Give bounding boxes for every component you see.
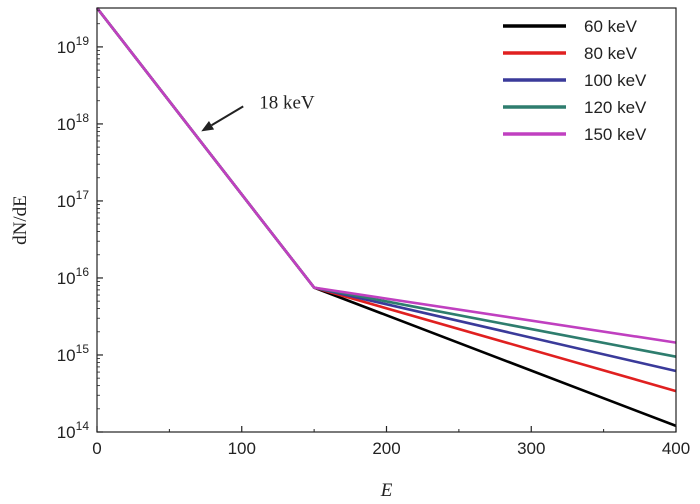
x-tick-label: 0 <box>92 439 101 458</box>
legend-label: 100 keV <box>584 71 647 90</box>
y-tick-label: 1015 <box>57 342 90 365</box>
x-axis-title: E <box>380 480 393 501</box>
y-tick-label: 1014 <box>57 419 90 442</box>
legend-label: 150 keV <box>584 125 647 144</box>
legend: 60 keV 80 keV 100 keV 120 keV 150 keV <box>503 17 647 144</box>
plot-lines <box>95 7 677 428</box>
x-tick-label: 400 <box>662 439 690 458</box>
series-line <box>95 7 677 393</box>
legend-label: 60 keV <box>584 17 638 36</box>
x-tick-label: 300 <box>517 439 545 458</box>
y-tick-label: 1017 <box>57 188 90 211</box>
x-axis: 0 100 200 300 400 <box>92 426 690 458</box>
legend-label: 120 keV <box>584 98 647 117</box>
legend-label: 80 keV <box>584 44 638 63</box>
annotation: 18 keV <box>201 92 315 132</box>
y-axis-title: dN/dE <box>10 195 31 245</box>
y-tick-label: 1016 <box>57 265 90 288</box>
annotation-arrow-head <box>201 120 215 132</box>
x-tick-label: 200 <box>372 439 400 458</box>
y-axis: 1014 1015 1016 1017 1018 1019 <box>57 9 103 442</box>
y-tick-label: 1018 <box>57 111 90 134</box>
y-tick-label: 1019 <box>57 34 90 57</box>
series-line <box>95 7 677 344</box>
annotation-arrow-line <box>211 105 244 127</box>
x-tick-label: 100 <box>228 439 256 458</box>
annotation-label: 18 keV <box>259 92 315 113</box>
